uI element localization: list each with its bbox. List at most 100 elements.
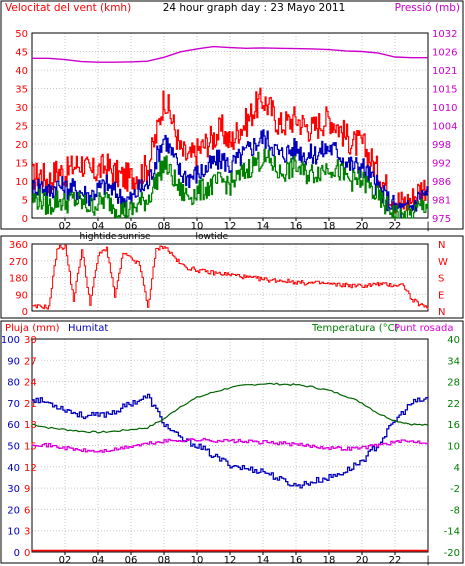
rain-tick-label: 30 (24, 335, 37, 346)
wind-speed-tick-label: 20 (15, 140, 28, 151)
x-tick-label: 08 (158, 221, 171, 232)
temperature-tick-label: -14 (444, 527, 460, 538)
temperature-tick-label: -20 (444, 548, 460, 559)
wind-speed-tick-label: 5 (22, 196, 28, 207)
direction-degree-tick-label: 0 (22, 307, 28, 318)
temperature-tick-label: 16 (447, 420, 460, 431)
compass-tick-label: E (438, 290, 444, 301)
wind-direction-line (32, 244, 429, 310)
x-tick-label: 04 (92, 555, 105, 566)
humidity-tick-label: 20 (7, 505, 20, 516)
rain-tick-label: 3 (24, 527, 30, 538)
x-tick-end: | (426, 221, 429, 232)
rain-tick-label: 9 (24, 484, 30, 495)
humidity-tick-label: 30 (7, 484, 20, 495)
pressure-tick-label: 1021 (432, 66, 457, 77)
pressure-tick-label: 975 (432, 214, 451, 225)
humidity-tick-label: 10 (7, 527, 20, 538)
plot-border-direction (31, 243, 429, 312)
wind-speed-tick-label: 25 (15, 122, 28, 133)
x-event-sunrise: sunrise (118, 232, 151, 242)
panel-frame-climate (0, 320, 464, 564)
temperature-line (31, 382, 429, 434)
x-tick-label: 16 (290, 555, 303, 566)
rain-tick-label: 6 (24, 505, 30, 516)
panel-frame-wind (0, 0, 464, 230)
temperature-tick-label: 10 (447, 442, 460, 453)
x-tick-label: 12 (224, 555, 237, 566)
x-tick-label: 18 (323, 555, 336, 566)
wind-speed-tick-label: 0 (22, 214, 28, 225)
rain-tick-label: 27 (24, 356, 37, 367)
humidity-tick-label: 0 (14, 548, 20, 559)
direction-degree-tick-label: 90 (15, 290, 28, 301)
temperature-tick-label: -8 (450, 505, 460, 516)
humidity-tick-label: 60 (7, 420, 20, 431)
rain-tick-label: 0 (24, 548, 30, 559)
x-tick-label: 06 (125, 221, 138, 232)
humidity-line (32, 393, 429, 489)
wind-gust-line (32, 87, 429, 214)
direction-degree-tick-label: 360 (9, 240, 28, 251)
wind-speed-tick-label: 35 (15, 85, 28, 96)
humidity-tick-label: 100 (1, 335, 20, 346)
wind-speed-tick-label: 15 (15, 159, 28, 170)
humidity-axis-title: Humitat (68, 323, 108, 334)
pressure-axis-title: Pressió (mb) (395, 2, 460, 14)
wind-speed-tick-label: 45 (15, 48, 28, 59)
temperature-tick-label: 4 (454, 463, 460, 474)
humidity-tick-label: 50 (7, 442, 20, 453)
x-tick-label: 14 (257, 555, 270, 566)
temperature-tick-label: 34 (447, 356, 460, 367)
rain-tick-label: 15 (24, 442, 37, 453)
x-tick-label: 22 (389, 221, 402, 232)
wind-speed-tick-label: 50 (15, 29, 28, 40)
temperature-tick-label: 22 (447, 399, 460, 410)
pressure-tick-label: 1010 (432, 103, 457, 114)
compass-tick-label: W (438, 257, 448, 268)
humidity-tick-label: 80 (7, 378, 20, 389)
x-tick-label: 02 (59, 555, 72, 566)
pressure-tick-label: 986 (432, 177, 451, 188)
pressure-line (32, 45, 428, 63)
x-tick-end: | (426, 555, 429, 566)
x-tick-label: 10 (191, 555, 204, 566)
rain-tick-label: 24 (24, 378, 37, 389)
x-tick-label: 14 (257, 221, 270, 232)
rain-axis-title: Pluja (mm) (5, 323, 60, 334)
x-tick-label: 06 (125, 555, 138, 566)
panel-frame-direction (0, 235, 464, 319)
x-tick-label: 02 (59, 221, 72, 232)
x-event-lowtide: lowtide (196, 232, 229, 242)
compass-tick-label: N (438, 240, 445, 251)
wind-speed-tick-label: 40 (15, 66, 28, 77)
pressure-tick-label: 981 (432, 196, 451, 207)
wind-speed-tick-label: 10 (15, 177, 28, 188)
x-tick-label: 22 (389, 555, 402, 566)
humidity-tick-label: 40 (7, 463, 20, 474)
pressure-tick-label: 992 (432, 159, 451, 170)
x-tick-label: 18 (323, 221, 336, 232)
direction-degree-tick-label: 180 (9, 274, 28, 285)
x-tick-label: 10 (191, 221, 204, 232)
pressure-tick-label: 1004 (432, 122, 457, 133)
pressure-tick-label: 1026 (432, 48, 457, 59)
rain-tick-label: 18 (24, 420, 37, 431)
direction-degree-tick-label: 270 (9, 257, 28, 268)
compass-tick-label: S (438, 274, 444, 285)
compass-tick-label: N (438, 307, 445, 318)
temperature-axis-title: Temperatura (°C) (311, 323, 399, 334)
rain-tick-label: 21 (24, 399, 37, 410)
wind-speed-tick-label: 30 (15, 103, 28, 114)
temperature-tick-label: 40 (447, 335, 460, 346)
pressure-tick-label: 1032 (432, 29, 457, 40)
chart-title: 24 hour graph day : 23 Mayo 2011 (163, 2, 346, 14)
x-tick-label: 04 (92, 221, 105, 232)
humidity-tick-label: 70 (7, 399, 20, 410)
wind-speed-axis-title: Velocitat del vent (kmh) (5, 2, 131, 14)
x-event-hightide: hightide (80, 232, 117, 242)
temperature-tick-label: -2 (450, 484, 460, 495)
pressure-tick-label: 998 (432, 140, 451, 151)
